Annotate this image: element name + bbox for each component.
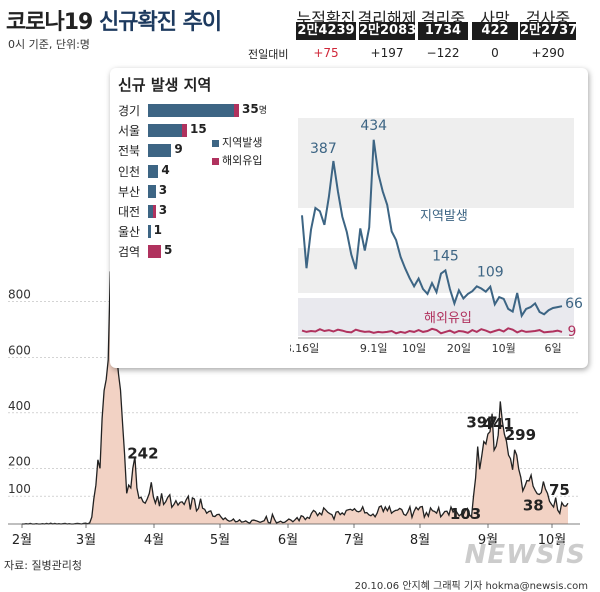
main-x-tick-2: 4월 — [144, 533, 164, 548]
region-value-1: 15 — [190, 122, 207, 137]
main-x-tick-1: 3월 — [76, 533, 96, 548]
stat-value-1: 2만2083 — [359, 22, 417, 40]
legend-local: 지역발생 — [212, 134, 262, 150]
inset-imported-line — [301, 327, 563, 335]
title-accent: 신규확진 추이 — [99, 10, 222, 35]
main-data-label-1: 103 — [450, 505, 481, 523]
legend-imported-label: 해외유입 — [222, 154, 263, 167]
legend-local-label: 지역발생 — [222, 136, 263, 149]
main-data-label-4: 299 — [505, 426, 536, 444]
region-bar-imported-5 — [153, 205, 156, 218]
source-note: 자료: 질병관리청 — [4, 559, 83, 572]
region-value-2: 9 — [174, 142, 183, 157]
main-y-tick-1: 200 — [8, 454, 31, 468]
main-y-tick-0: 100 — [8, 482, 31, 496]
region-label-1: 서울 — [118, 124, 141, 139]
inset-x-tick-2: 10일 — [402, 341, 426, 355]
region-label-4: 부산 — [118, 184, 141, 199]
region-value-6: 1 — [153, 223, 162, 238]
stat-change-3: 0 — [491, 46, 499, 60]
main-y-tick-2: 400 — [8, 399, 31, 413]
page-title: 코로나19 신규확진 추이 — [6, 4, 222, 36]
region-label-3: 인천 — [118, 164, 141, 179]
inset-x-tick-1: 9.1일 — [360, 341, 388, 355]
main-x-tick-7: 9월 — [478, 533, 498, 548]
main-data-label-6: 75 — [549, 481, 570, 499]
main-x-tick-8: 10월 — [538, 533, 567, 548]
inset-title: 신규 발생 지역 — [118, 76, 212, 94]
stat-change-1: +197 — [370, 46, 404, 60]
region-value-7: 5 — [164, 243, 173, 258]
main-data-label-0: 242 — [127, 445, 158, 463]
main-x-tick-0: 2월 — [12, 533, 32, 548]
stat-value-3: 422 — [472, 22, 518, 40]
inset-x-tick-3: 20일 — [447, 341, 471, 355]
stat-change-0: +75 — [313, 46, 339, 60]
inset-band-0 — [298, 118, 574, 208]
region-value-4: 3 — [158, 182, 168, 197]
newsis-watermark: NEWSIS — [464, 540, 586, 570]
region-value-0: 35명 — [242, 102, 267, 116]
region-bar-local-6 — [148, 225, 151, 239]
main-x-tick-5: 7월 — [344, 533, 364, 548]
region-value-3: 4 — [161, 162, 170, 177]
region-bar-local-2 — [148, 144, 172, 158]
legend-imported: 해외유입 — [212, 152, 262, 168]
subtitle: 0시 기준, 단위:명 — [8, 38, 90, 51]
region-bar-local-3 — [148, 164, 159, 178]
main-data-label-3: 441 — [483, 415, 514, 433]
inset-series-imported-label: 해외유입 — [424, 311, 472, 326]
inset-local-data-label-4: 66 — [565, 296, 583, 312]
main-y-tick-4: 800 — [8, 288, 31, 302]
inset-x-tick-5: 6일 — [544, 341, 561, 355]
main-data-label-2: 397 — [466, 414, 497, 432]
inset-x-tick-0: 8.16일 — [290, 341, 319, 355]
region-bar-local-5 — [148, 205, 154, 218]
inset-local-data-label-2: 145 — [432, 248, 459, 264]
legend-local-swatch — [212, 139, 219, 147]
region-bar-imported-1 — [181, 124, 187, 138]
region-label-7: 검역 — [118, 245, 141, 260]
region-label-6: 울산 — [118, 225, 141, 240]
main-y-tick-3: 600 — [8, 343, 31, 357]
credit-line: 20.10.06 안지혜 그래픽 기자 hokma@newsis.com — [354, 581, 588, 592]
main-x-tick-3: 5월 — [210, 533, 230, 548]
region-value-5: 3 — [158, 203, 168, 217]
main-area-fill — [22, 271, 568, 524]
main-data-label-5: 38 — [523, 497, 544, 515]
region-bar-local-4 — [148, 184, 156, 198]
region-bar-local-0 — [148, 104, 234, 117]
stat-value-0: 2만4239 — [296, 22, 356, 40]
region-bar-imported-0 — [233, 104, 239, 117]
stat-value-4: 2만2737 — [520, 22, 578, 40]
stat-change-4: +290 — [531, 46, 565, 60]
stat-value-2: 1734 — [418, 22, 468, 40]
region-label-5: 대전 — [118, 205, 141, 219]
region-bar-local-1 — [148, 124, 182, 138]
title-main: 코로나19 — [6, 10, 99, 35]
region-unit: 명 — [258, 106, 267, 116]
inset-local-data-label-3: 109 — [477, 265, 504, 281]
change-label: 전일대비 — [248, 48, 289, 61]
inset-local-data-label-0: 387 — [310, 141, 337, 157]
inset-local-line — [301, 139, 563, 319]
inset-x-tick-4: 10월 — [492, 342, 516, 355]
region-label-2: 전북 — [118, 144, 141, 159]
stat-change-2: −122 — [426, 46, 460, 60]
inset-series-local-label: 지역발생 — [420, 209, 468, 224]
main-x-tick-4: 6월 — [278, 533, 298, 548]
region-bar-imported-7 — [148, 245, 161, 259]
legend-imported-swatch — [212, 157, 219, 165]
inset-local-data-label-1: 434 — [360, 118, 387, 134]
inset-band-1 — [298, 248, 574, 293]
region-label-0: 경기 — [118, 104, 141, 118]
main-x-tick-6: 8월 — [410, 533, 430, 548]
inset-imported-data-label-0: 9 — [568, 324, 577, 340]
